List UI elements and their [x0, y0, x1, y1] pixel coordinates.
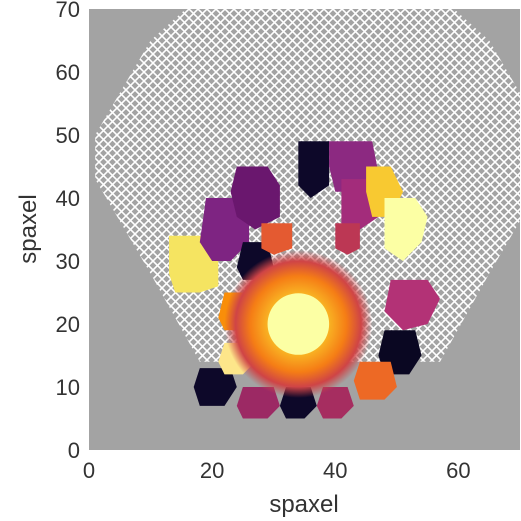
x-axis-label: spaxel	[269, 491, 338, 518]
y-tick-label-1: 10	[56, 375, 80, 400]
y-tick-label-7: 70	[56, 0, 80, 22]
y-tick-label-2: 20	[56, 312, 80, 337]
bin-region-19	[335, 223, 360, 255]
bin-region-7	[384, 198, 428, 261]
y-axis-label: spaxel	[15, 194, 42, 263]
bin-region-2	[230, 166, 280, 230]
bin-region-8	[384, 279, 440, 331]
bin-region-18	[261, 223, 293, 255]
bin-region-13	[236, 387, 280, 419]
core-peak	[267, 293, 330, 355]
x-tick-label-1: 20	[200, 458, 224, 483]
bin-region-11	[316, 387, 354, 419]
bin-region-14	[193, 368, 237, 406]
y-tick-label-4: 40	[56, 186, 80, 211]
y-tick-label-6: 60	[56, 60, 80, 85]
x-tick-label-0: 0	[83, 458, 95, 483]
bin-region-10	[353, 361, 397, 400]
y-tick-label-3: 30	[56, 249, 80, 274]
y-tick-label-5: 50	[56, 123, 80, 148]
x-tick-label-3: 60	[446, 458, 470, 483]
y-tick-label-0: 0	[68, 438, 80, 463]
bin-region-3	[298, 141, 330, 198]
x-tick-label-2: 40	[323, 458, 347, 483]
